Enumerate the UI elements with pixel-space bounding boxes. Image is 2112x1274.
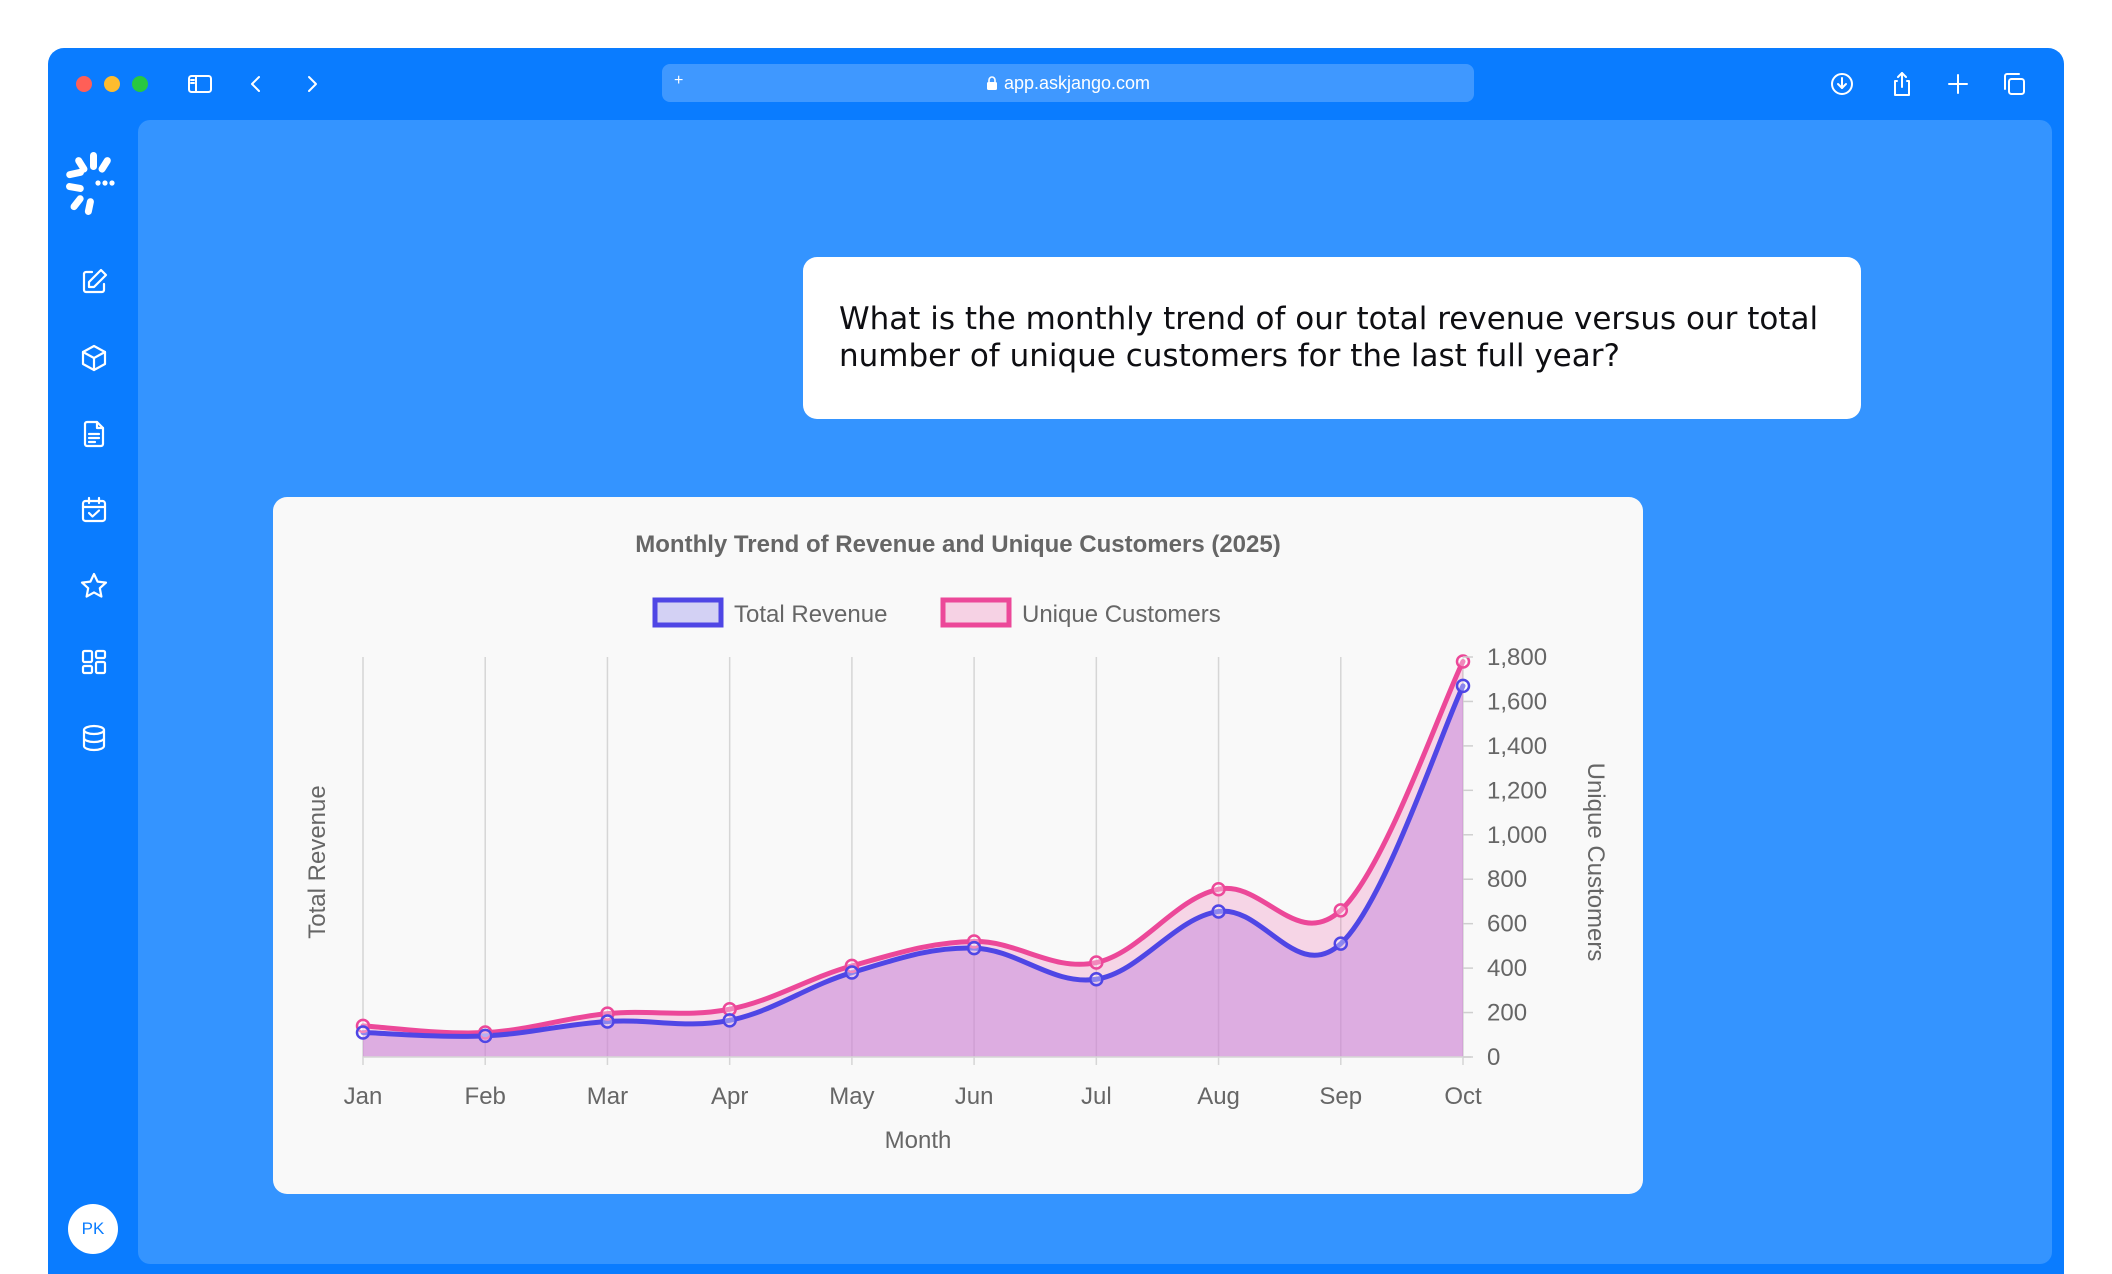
y2-tick-label: 1,400 [1487, 733, 1547, 760]
sidebar-toggle-icon[interactable] [182, 66, 218, 102]
x-tick-label: May [829, 1083, 874, 1110]
user-avatar[interactable]: PK [68, 1204, 118, 1254]
revenue-customers-chart: Monthly Trend of Revenue and Unique Cust… [304, 531, 1609, 1154]
x-tick-label: Apr [711, 1083, 748, 1110]
question-text: What is the monthly trend of our total r… [839, 301, 1819, 374]
new-tab-icon[interactable] [1940, 66, 1976, 102]
new-tab-plus-icon[interactable]: + [674, 72, 684, 89]
x-tick-label: Oct [1444, 1083, 1482, 1110]
legend-item-customers[interactable]: Unique Customers [940, 597, 1221, 628]
dashboard-grid-icon[interactable] [72, 640, 116, 684]
y2-tick-label: 0 [1487, 1044, 1500, 1071]
y2-tick-label: 1,800 [1487, 644, 1547, 671]
x-tick-label: Jan [344, 1083, 383, 1110]
data-point-revenue[interactable] [1211, 904, 1226, 919]
y2-tick-label: 1,000 [1487, 822, 1547, 849]
legend-label-revenue: Total Revenue [734, 601, 887, 628]
y2-tick-label: 400 [1487, 955, 1527, 982]
star-icon[interactable] [72, 564, 116, 608]
zoom-window-button[interactable] [132, 76, 148, 92]
legend-label-customers: Unique Customers [1022, 601, 1221, 628]
data-point-revenue[interactable] [477, 1028, 493, 1044]
download-icon[interactable] [1824, 66, 1860, 102]
data-point-customers[interactable] [1333, 903, 1349, 918]
y2-tick-label: 800 [1487, 866, 1527, 893]
forward-icon[interactable] [294, 66, 330, 102]
data-point-revenue[interactable] [722, 1013, 737, 1028]
title-bar: + app.askjango.com [48, 48, 2064, 120]
database-icon[interactable] [72, 716, 116, 760]
chart-card: Monthly Trend of Revenue and Unique Cust… [273, 497, 1643, 1194]
series-line-customers [360, 658, 1466, 1036]
legend-swatch-customers [940, 597, 1012, 628]
y2-tick-label: 600 [1487, 911, 1527, 938]
cube-icon[interactable] [72, 336, 116, 380]
x-tick-label: Mar [587, 1083, 628, 1110]
y2-axis-label: Unique Customers [1582, 763, 1609, 962]
new-chat-edit-icon[interactable] [72, 260, 116, 304]
calendar-check-icon[interactable] [72, 488, 116, 532]
browser-window: + app.askjango.com [48, 48, 2064, 1274]
user-question-bubble: What is the monthly trend of our total r… [803, 257, 1861, 419]
data-point-customers[interactable] [1089, 955, 1104, 970]
area-revenue [363, 685, 1463, 1057]
chart-title: Monthly Trend of Revenue and Unique Cust… [635, 531, 1280, 558]
lock-icon [986, 76, 997, 90]
x-tick-label: Sep [1319, 1083, 1362, 1110]
askjango-logo-icon[interactable] [64, 150, 122, 216]
back-icon[interactable] [238, 66, 274, 102]
series-line-revenue [360, 683, 1466, 1039]
legend-swatch-revenue [652, 597, 724, 628]
minimize-window-button[interactable] [104, 76, 120, 92]
x-tick-label: Feb [465, 1083, 506, 1110]
data-point-revenue[interactable] [600, 1014, 615, 1029]
data-point-customers[interactable] [1455, 654, 1471, 669]
document-icon[interactable] [72, 412, 116, 456]
y2-tick-label: 200 [1487, 1000, 1527, 1027]
data-point-revenue[interactable] [1455, 678, 1471, 694]
data-points [355, 654, 1471, 1044]
x-tick-label: Jul [1081, 1083, 1112, 1110]
close-window-button[interactable] [76, 76, 92, 92]
y-axis-label: Total Revenue [304, 785, 331, 938]
tab-overview-icon[interactable] [1996, 66, 2032, 102]
data-point-revenue[interactable] [1089, 971, 1104, 987]
data-point-revenue[interactable] [844, 965, 860, 980]
y2-tick-label: 1,200 [1487, 777, 1547, 804]
main-panel: What is the monthly trend of our total r… [138, 120, 2052, 1264]
address-bar[interactable]: + app.askjango.com [662, 64, 1474, 102]
area-fills [363, 661, 1463, 1057]
data-point-customers[interactable] [1211, 881, 1226, 897]
x-tick-label: Jun [955, 1083, 994, 1110]
y2-tick-label: 1,600 [1487, 688, 1547, 715]
x-axis-label: Month [885, 1127, 952, 1154]
x-tick-label: Aug [1197, 1083, 1240, 1110]
legend-item-revenue[interactable]: Total Revenue [652, 597, 887, 628]
sidebar: PK [48, 120, 138, 1274]
data-point-revenue[interactable] [355, 1025, 371, 1040]
chart-legend: Total Revenue Unique Customers [652, 597, 1221, 628]
data-point-revenue[interactable] [1333, 936, 1349, 951]
share-icon[interactable] [1884, 66, 1920, 102]
data-point-revenue[interactable] [966, 940, 982, 956]
url-text: app.askjango.com [1003, 73, 1151, 93]
series-lines [360, 658, 1466, 1039]
